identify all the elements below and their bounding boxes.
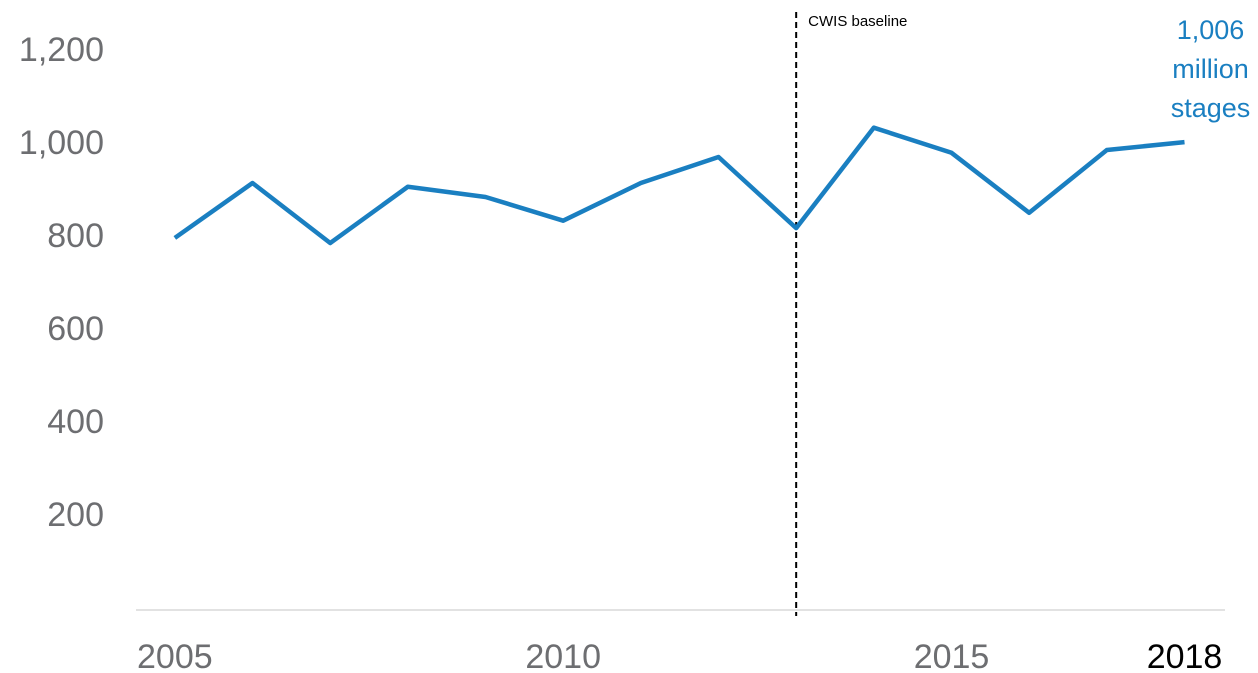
line-series [173,125,1185,246]
value-label: 1,006 million stages [1171,15,1251,123]
x-tick-label: 2005 [137,638,213,673]
y-tick-label: 200 [47,496,104,534]
x-tick-label: 2015 [914,638,990,673]
baseline-label: CWIS baseline [808,13,907,30]
y-tick-label: 1,200 [19,31,104,69]
x-tick-label: 2018 [1147,638,1223,673]
y-tick-label: 600 [47,310,104,348]
x-tick-label: 2010 [525,638,601,673]
y-tick-label: 400 [47,403,104,441]
y-tick-label: 800 [47,217,104,255]
y-tick-label: 1,000 [19,124,104,162]
